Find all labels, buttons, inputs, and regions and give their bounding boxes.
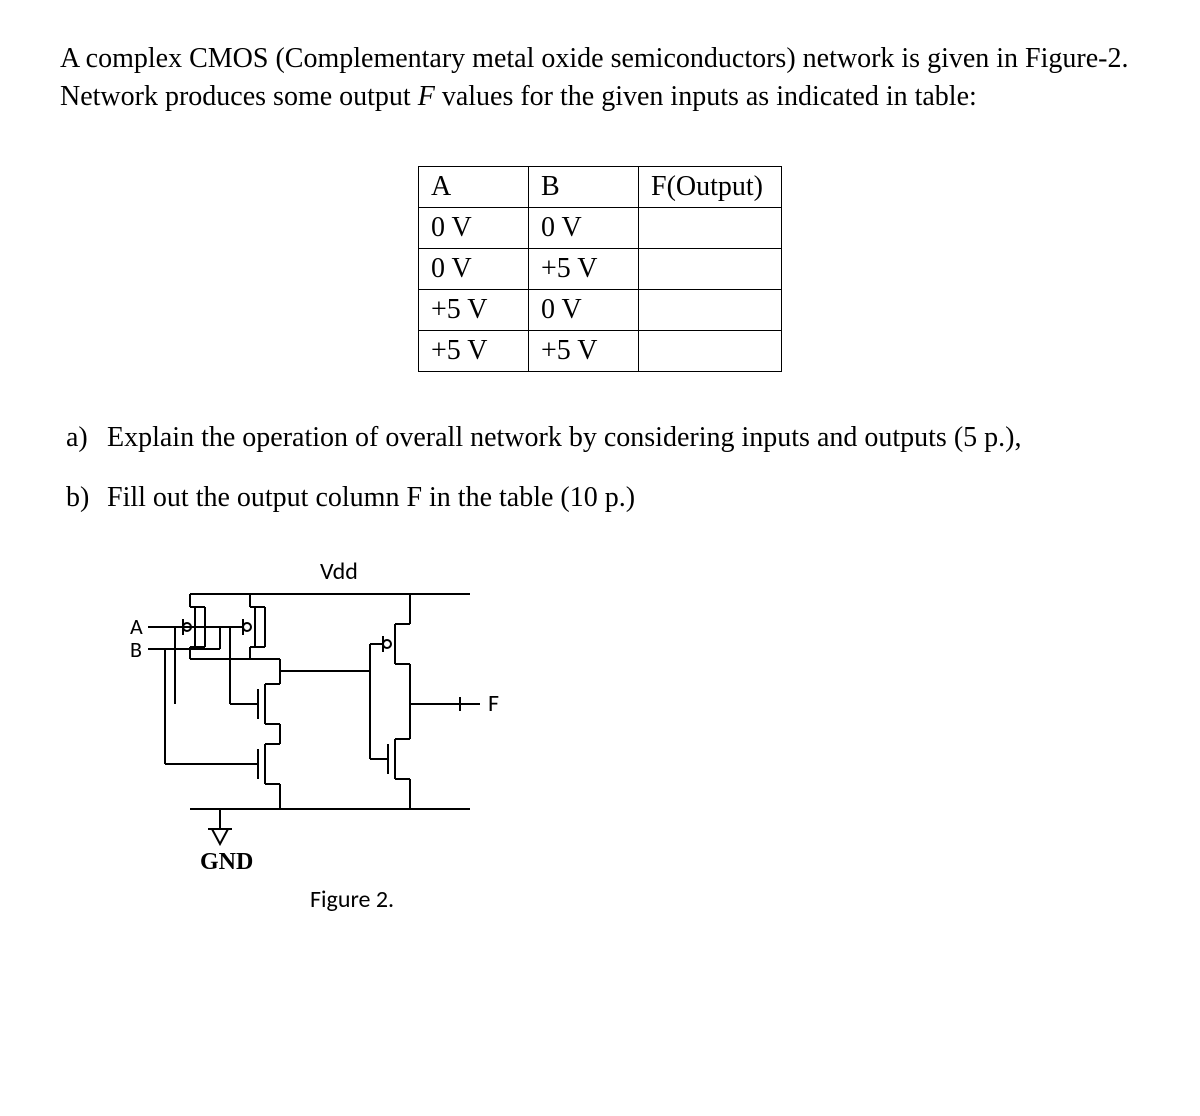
cell-B-0: 0 V xyxy=(529,207,639,248)
intro-text-2: values for the given inputs as indicated… xyxy=(435,81,977,112)
question-a-label: a) xyxy=(66,417,100,459)
table-row: 0 V +5 V xyxy=(419,248,782,289)
table-header-row: A B F(Output) xyxy=(419,166,782,207)
cell-B-3: +5 V xyxy=(529,330,639,371)
table-row: +5 V 0 V xyxy=(419,289,782,330)
cell-F-1 xyxy=(639,248,782,289)
truth-table: A B F(Output) 0 V 0 V 0 V +5 V +5 V 0 V … xyxy=(418,166,782,372)
questions-block: a) Explain the operation of overall netw… xyxy=(60,417,1140,519)
cell-F-3 xyxy=(639,330,782,371)
table-row: +5 V +5 V xyxy=(419,330,782,371)
gnd-label: GND xyxy=(200,849,253,875)
table-header-B: B xyxy=(529,166,639,207)
question-a: a) Explain the operation of overall netw… xyxy=(60,417,1140,459)
question-a-text: Explain the operation of overall network… xyxy=(107,422,1021,453)
cell-B-2: 0 V xyxy=(529,289,639,330)
cmos-circuit-diagram: Vdd A B xyxy=(120,549,540,879)
cell-A-2: +5 V xyxy=(419,289,529,330)
output-f-label: F xyxy=(488,689,499,718)
intro-italic-f: F xyxy=(418,81,435,112)
question-b-text: Fill out the output column F in the tabl… xyxy=(107,482,635,513)
question-b-label: b) xyxy=(66,477,100,519)
cell-B-1: +5 V xyxy=(529,248,639,289)
intro-paragraph: A complex CMOS (Complementary metal oxid… xyxy=(60,40,1140,116)
table-header-F: F(Output) xyxy=(639,166,782,207)
cell-A-0: 0 V xyxy=(419,207,529,248)
vdd-label: Vdd xyxy=(320,557,358,586)
table-row: 0 V 0 V xyxy=(419,207,782,248)
cell-A-3: +5 V xyxy=(419,330,529,371)
question-b: b) Fill out the output column F in the t… xyxy=(60,477,1140,519)
input-b-label: B xyxy=(130,636,142,663)
table-header-A: A xyxy=(419,166,529,207)
figure-2: Vdd A B xyxy=(120,549,1140,914)
figure-caption: Figure 2. xyxy=(310,885,1140,914)
cell-A-1: 0 V xyxy=(419,248,529,289)
cell-F-2 xyxy=(639,289,782,330)
cell-F-0 xyxy=(639,207,782,248)
